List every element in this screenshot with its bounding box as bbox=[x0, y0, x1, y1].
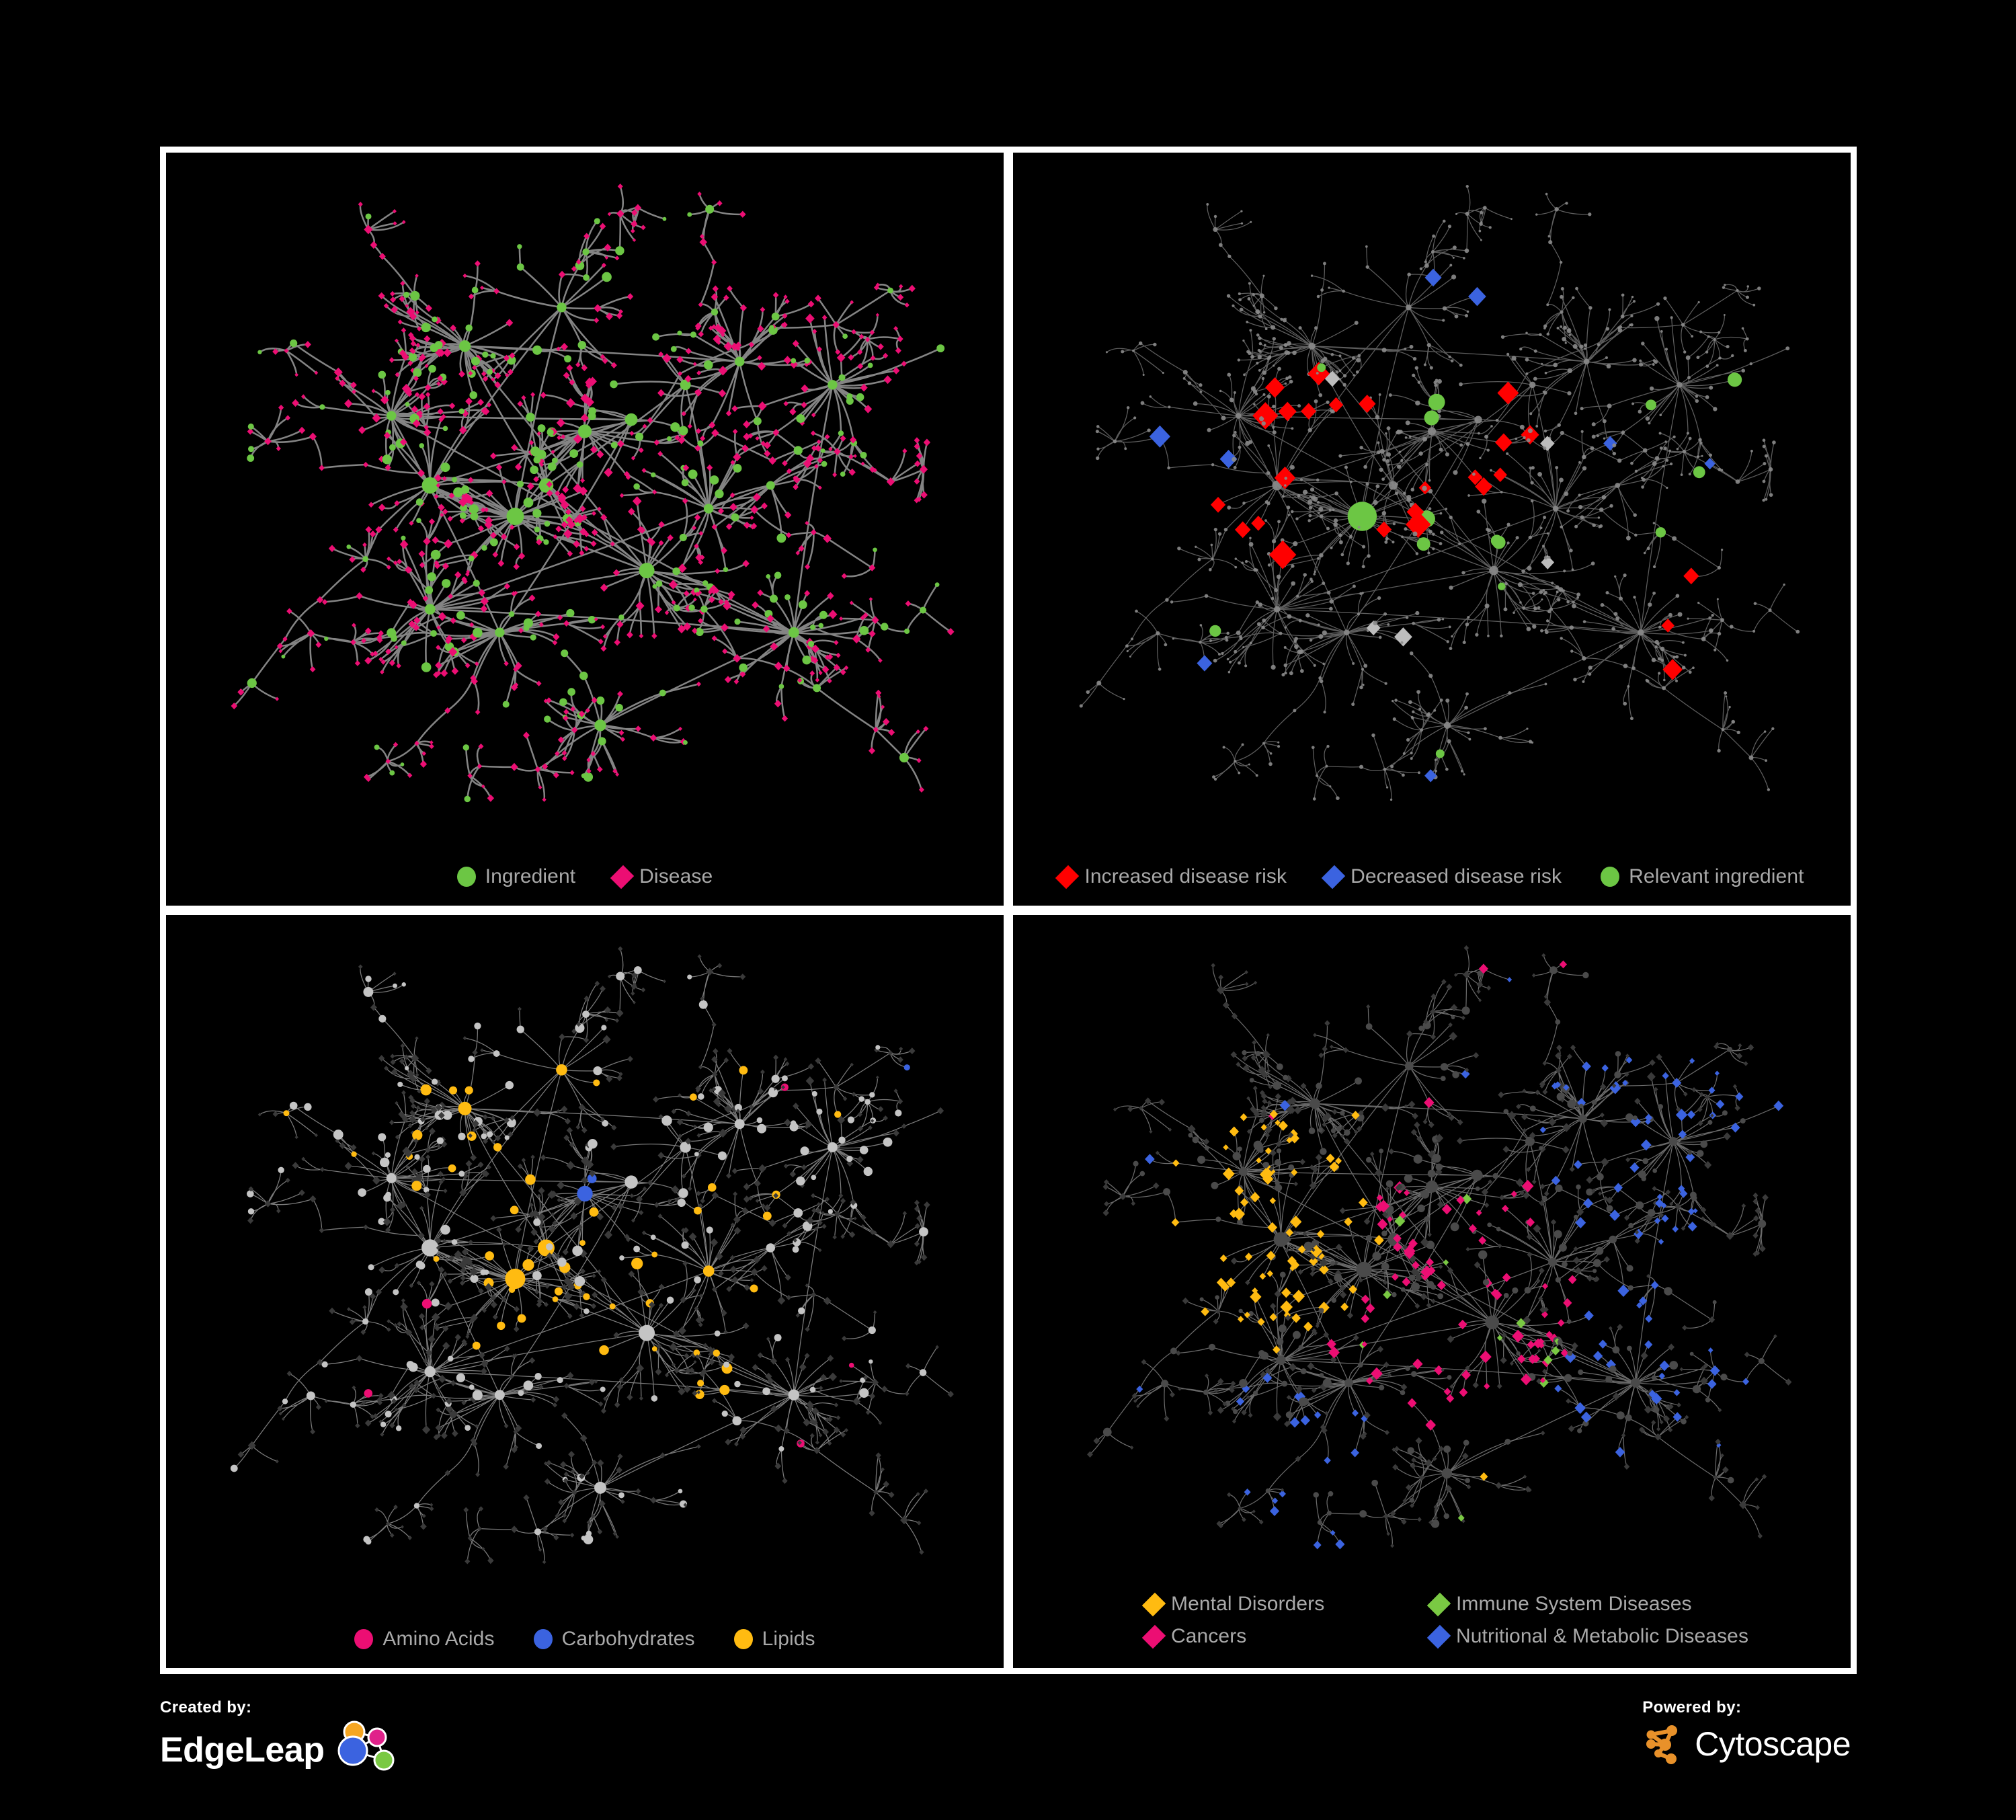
legend-label-nutritional-metabolic-diseases: Nutritional & Metabolic Diseases bbox=[1456, 1625, 1749, 1647]
legend-item-cancers: Cancers bbox=[1141, 1624, 1402, 1649]
edgeleap-network-logo-icon bbox=[337, 1720, 394, 1771]
nutritional-metabolic-diseases-diamond-icon bbox=[1426, 1624, 1451, 1649]
amino-acids-circle-icon bbox=[354, 1629, 374, 1649]
increased-risk-diamond-icon bbox=[1055, 865, 1080, 889]
legend-item-amino-acids: Amino Acids bbox=[354, 1628, 494, 1651]
network-graph-nutrients bbox=[230, 946, 955, 1565]
legend-item-decreased-risk: Decreased disease risk bbox=[1321, 865, 1562, 889]
network-graph-overview bbox=[231, 184, 955, 803]
carbohydrates-circle-icon bbox=[533, 1629, 553, 1649]
ingredient-circle-icon bbox=[456, 867, 476, 887]
powered-by-brand: Powered by: bbox=[1642, 1698, 1851, 1768]
lipids-circle-icon bbox=[733, 1629, 753, 1649]
decreased-risk-diamond-icon bbox=[1321, 865, 1346, 889]
legend-item-lipids: Lipids bbox=[733, 1628, 815, 1651]
panel-ingredient-disease: Ingredient Disease bbox=[166, 153, 1004, 906]
legend-label-lipids: Lipids bbox=[762, 1628, 815, 1650]
panel-disease-risk: Increased disease risk Decreased disease… bbox=[1013, 153, 1851, 906]
legend-item-nutritional-metabolic-diseases: Nutritional & Metabolic Diseases bbox=[1426, 1624, 1748, 1649]
network-canvas-nutrients bbox=[166, 915, 1004, 1581]
legend-item-mental-disorders: Mental Disorders bbox=[1141, 1592, 1402, 1616]
network-canvas-risk bbox=[1013, 153, 1851, 818]
legend-overview: Ingredient Disease bbox=[166, 865, 1004, 889]
legend-label-increased-risk: Increased disease risk bbox=[1084, 865, 1287, 887]
edgeleap-wordmark: EdgeLeap bbox=[160, 1731, 325, 1770]
network-graph-risk bbox=[1079, 185, 1800, 801]
panel-grid: Ingredient Disease Increased disease r bbox=[160, 147, 1857, 1674]
cancers-diamond-icon bbox=[1141, 1624, 1166, 1649]
legend-item-carbohydrates: Carbohydrates bbox=[533, 1628, 695, 1651]
legend-risk: Increased disease risk Decreased disease… bbox=[1013, 865, 1851, 889]
network-graph-disease-classes bbox=[1087, 945, 1792, 1550]
legend-label-mental-disorders: Mental Disorders bbox=[1171, 1593, 1325, 1615]
created-by-brand: Created by: EdgeLeap bbox=[160, 1698, 403, 1780]
cytoscape-wordmark: Cytoscape bbox=[1695, 1725, 1851, 1763]
relevant-ingredient-circle-icon bbox=[1601, 867, 1620, 887]
panel-disease-classes: Mental Disorders Immune System Diseases … bbox=[1013, 915, 1851, 1668]
legend-item-relevant-ingredient: Relevant ingredient bbox=[1601, 865, 1804, 888]
legend-label-immune-system-diseases: Immune System Diseases bbox=[1456, 1593, 1692, 1615]
legend-label-amino-acids: Amino Acids bbox=[382, 1628, 495, 1650]
cytoscape-network-logo-icon bbox=[1646, 1725, 1678, 1764]
disease-diamond-icon bbox=[610, 865, 635, 889]
legend-label-relevant-ingredient: Relevant ingredient bbox=[1629, 865, 1804, 887]
edgeleap-logo-row: EdgeLeap bbox=[160, 1720, 403, 1780]
legend-label-ingredient: Ingredient bbox=[485, 865, 576, 887]
legend-disease-classes: Mental Disorders Immune System Diseases … bbox=[1013, 1592, 1851, 1649]
legend-item-ingredient: Ingredient bbox=[456, 865, 576, 888]
panel-nutrient-classes: Amino Acids Carbohydrates Lipids bbox=[166, 915, 1004, 1668]
created-by-kicker: Created by: bbox=[160, 1698, 252, 1716]
mental-disorders-diamond-icon bbox=[1141, 1592, 1166, 1616]
footer: Created by: EdgeLeap bbox=[160, 1688, 1856, 1809]
legend-label-decreased-risk: Decreased disease risk bbox=[1350, 865, 1562, 887]
network-canvas-disease-classes bbox=[1013, 915, 1851, 1564]
network-canvas-overview bbox=[166, 153, 1004, 818]
cytoscape-logo-row: Cytoscape bbox=[1642, 1720, 1851, 1768]
legend-item-disease: Disease bbox=[610, 865, 713, 889]
legend-label-disease: Disease bbox=[639, 865, 713, 887]
powered-by-kicker: Powered by: bbox=[1642, 1698, 1742, 1716]
legend-item-increased-risk: Increased disease risk bbox=[1055, 865, 1287, 889]
legend-label-cancers: Cancers bbox=[1171, 1625, 1247, 1647]
immune-system-diseases-diamond-icon bbox=[1426, 1592, 1451, 1616]
legend-nutrients: Amino Acids Carbohydrates Lipids bbox=[166, 1628, 1004, 1651]
legend-label-carbohydrates: Carbohydrates bbox=[561, 1628, 695, 1650]
legend-item-immune-system-diseases: Immune System Diseases bbox=[1426, 1592, 1692, 1616]
